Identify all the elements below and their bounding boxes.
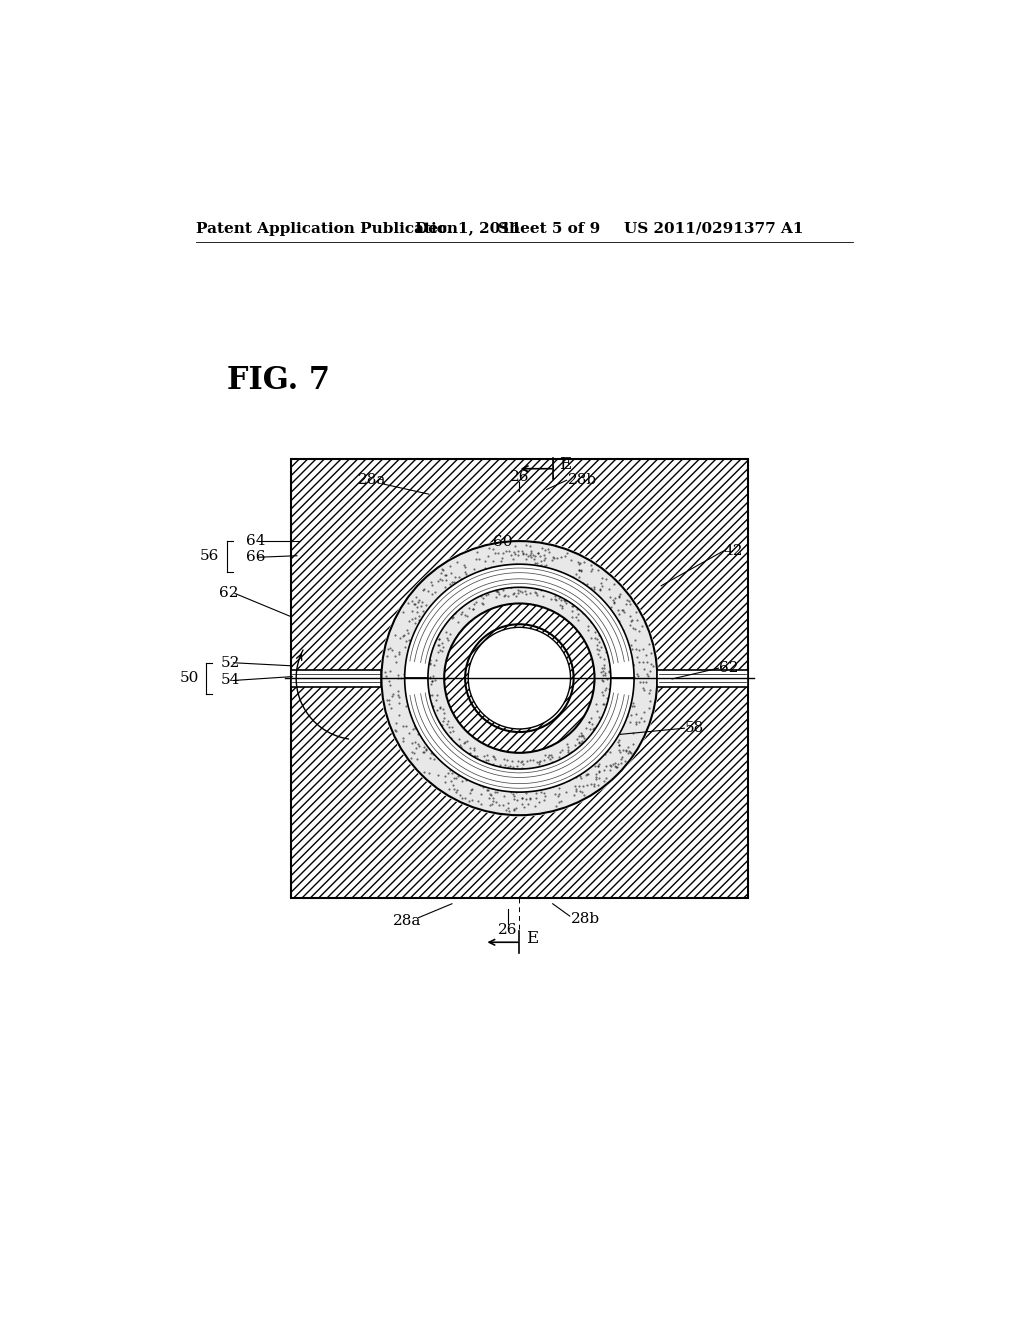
Text: 56: 56: [200, 549, 219, 564]
Text: 62: 62: [719, 661, 738, 675]
Text: Patent Application Publication: Patent Application Publication: [197, 222, 458, 235]
Text: 60: 60: [493, 535, 512, 549]
Text: 42: 42: [723, 544, 742, 558]
Text: FIG. 7: FIG. 7: [227, 364, 330, 396]
Text: 50: 50: [180, 671, 200, 685]
Text: E: E: [559, 457, 571, 474]
Text: 54: 54: [221, 673, 241, 688]
Polygon shape: [404, 678, 634, 792]
Text: 52: 52: [221, 656, 241, 669]
Circle shape: [380, 540, 658, 817]
Bar: [291, 669, 381, 686]
Text: US 2011/0291377 A1: US 2011/0291377 A1: [624, 222, 804, 235]
Bar: [657, 669, 748, 686]
Circle shape: [381, 541, 657, 816]
Text: 26: 26: [498, 923, 517, 937]
Circle shape: [465, 624, 573, 733]
Text: 62: 62: [219, 586, 239, 601]
Bar: [291, 459, 748, 898]
Text: 66: 66: [246, 550, 265, 564]
Text: Sheet 5 of 9: Sheet 5 of 9: [499, 222, 601, 235]
Bar: [291, 459, 748, 898]
Polygon shape: [404, 564, 634, 678]
Circle shape: [444, 603, 595, 752]
Circle shape: [468, 627, 570, 729]
Text: 28a: 28a: [358, 474, 386, 487]
Text: 64: 64: [246, 535, 265, 548]
Text: E: E: [525, 929, 538, 946]
Text: 28b: 28b: [568, 474, 597, 487]
Text: 28b: 28b: [571, 912, 600, 927]
Text: 26: 26: [510, 470, 529, 484]
Text: 28a: 28a: [393, 913, 421, 928]
Text: Dec. 1, 2011: Dec. 1, 2011: [415, 222, 521, 235]
Text: 58: 58: [684, 721, 703, 735]
